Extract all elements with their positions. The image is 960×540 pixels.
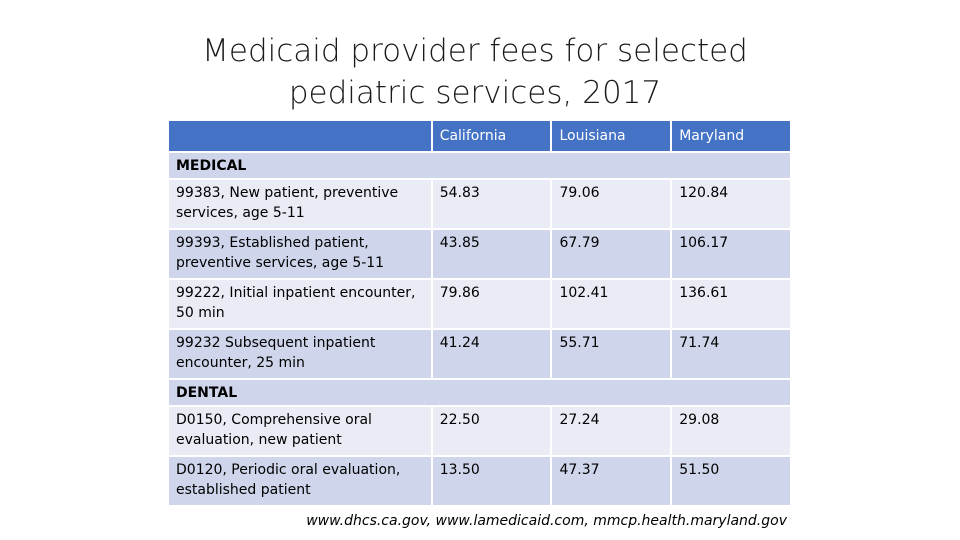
fee-california: 22.50 bbox=[432, 407, 551, 455]
fee-california: 13.50 bbox=[432, 457, 551, 505]
slide-title-line-2: pediatric services, 2017 bbox=[288, 75, 662, 111]
fee-louisiana: 27.24 bbox=[552, 407, 671, 455]
header-corner-cell bbox=[169, 121, 431, 151]
fee-louisiana: 47.37 bbox=[552, 457, 671, 505]
slide-title-line-1: Medicaid provider fees for selected bbox=[202, 33, 748, 69]
section-row-dental: DENTAL bbox=[169, 380, 790, 405]
service-label: 99393, Established patient, preventive s… bbox=[169, 230, 431, 278]
column-header-maryland: Maryland bbox=[672, 121, 790, 151]
service-label: D0120, Periodic oral evaluation, establi… bbox=[169, 457, 431, 505]
section-label: DENTAL bbox=[169, 380, 790, 405]
service-label: 99222, Initial inpatient encounter, 50 m… bbox=[169, 280, 431, 328]
table-row: D0120, Periodic oral evaluation, establi… bbox=[169, 457, 790, 505]
fee-maryland: 120.84 bbox=[672, 180, 790, 228]
service-label: 99232 Subsequent inpatient encounter, 25… bbox=[169, 330, 431, 378]
section-row-medical: MEDICAL bbox=[169, 153, 790, 178]
column-header-louisiana: Louisiana bbox=[552, 121, 671, 151]
fee-california: 43.85 bbox=[432, 230, 551, 278]
service-label: D0150, Comprehensive oral evaluation, ne… bbox=[169, 407, 431, 455]
fee-louisiana: 55.71 bbox=[552, 330, 671, 378]
fee-maryland: 71.74 bbox=[672, 330, 790, 378]
provider-fees-table: California Louisiana Maryland MEDICAL 99… bbox=[167, 119, 792, 507]
table-row: 99222, Initial inpatient encounter, 50 m… bbox=[169, 280, 790, 328]
fee-maryland: 51.50 bbox=[672, 457, 790, 505]
fee-maryland: 106.17 bbox=[672, 230, 790, 278]
table-row: 99383, New patient, preventive services,… bbox=[169, 180, 790, 228]
section-label: MEDICAL bbox=[169, 153, 790, 178]
fee-louisiana: 102.41 bbox=[552, 280, 671, 328]
fee-maryland: 136.61 bbox=[672, 280, 790, 328]
table-row: 99393, Established patient, preventive s… bbox=[169, 230, 790, 278]
fee-louisiana: 67.79 bbox=[552, 230, 671, 278]
fee-california: 41.24 bbox=[432, 330, 551, 378]
source-citation: www.dhcs.ca.gov, www.lamedicaid.com, mmc… bbox=[306, 513, 787, 529]
column-header-california: California bbox=[432, 121, 551, 151]
service-label: 99383, New patient, preventive services,… bbox=[169, 180, 431, 228]
slide-title: Medicaid provider fees for selected pedi… bbox=[175, 30, 775, 114]
table-header-row: California Louisiana Maryland bbox=[169, 121, 790, 151]
fee-california: 54.83 bbox=[432, 180, 551, 228]
table-row: 99232 Subsequent inpatient encounter, 25… bbox=[169, 330, 790, 378]
fee-louisiana: 79.06 bbox=[552, 180, 671, 228]
table-row: D0150, Comprehensive oral evaluation, ne… bbox=[169, 407, 790, 455]
fee-maryland: 29.08 bbox=[672, 407, 790, 455]
fee-california: 79.86 bbox=[432, 280, 551, 328]
